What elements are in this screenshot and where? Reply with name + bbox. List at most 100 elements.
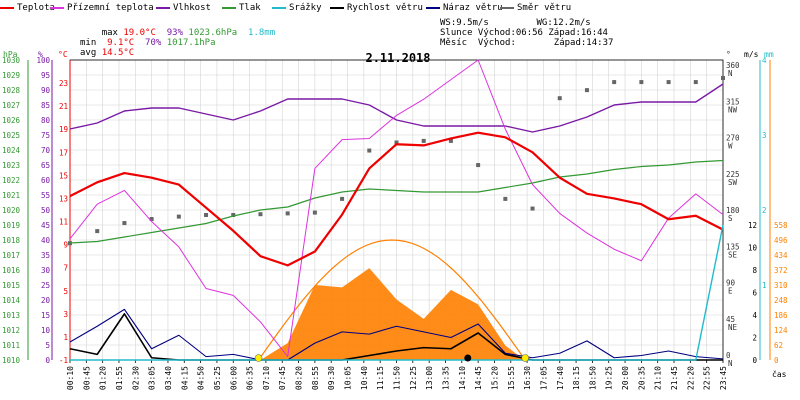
temperature-tick-label: 9 [63,241,68,250]
rain-line [70,224,724,361]
x-tick-label: 03:05 [148,366,157,390]
solar-tick-label: 124 [774,326,788,335]
wind-sun-block: WS:9.5m/s WG:12.2m/s Slunce Východ:06:56… [440,18,613,48]
stats-block: max 19.0°C 93% 1023.6hPa 1.8mm min 9.1°C… [80,18,275,68]
humidity-tick-label: 95 [41,71,50,80]
humidity-tick-label: 45 [41,221,50,230]
wind-dir-point [421,138,426,143]
legend-item: Tlak [222,3,261,13]
x-tick-label: 13:35 [441,366,450,390]
x-tick-label: 17:05 [539,366,548,390]
wind-ws: WS:9.5m/s [440,18,489,28]
temperature-tick-label: 17 [59,148,68,157]
humidity-tick-label: 10 [41,326,51,335]
x-tick-label: 06:35 [246,366,255,390]
rain-tick-label: 4 [762,56,767,65]
stat-max-rain: 1.8mm [248,28,276,38]
temperature-tick-label: 3 [63,310,68,319]
pressure-tick-label: 1020 [2,206,21,215]
dir-tick-dir: NE [728,323,738,332]
dir-tick-dir: E [728,287,733,296]
legend-swatch [156,6,170,9]
moon-set: Západ:14:37 [553,38,614,48]
stat-max-temp: 19.0°C [123,28,156,38]
wind-dir-point [95,229,100,234]
wind-dir-point [530,206,535,211]
pressure-tick-label: 1021 [2,191,20,200]
x-tick-label: 00:10 [66,366,75,390]
x-tick-label: 07:45 [278,366,287,390]
humidity-tick-label: 55 [41,191,50,200]
x-tick-label: 08:55 [311,366,320,390]
x-tick-label: 14:45 [474,366,483,390]
wind-wg: WG:12.2m/s [536,18,591,28]
pressure-tick-label: 1012 [2,326,20,335]
wind-tick-label: 0 [752,356,757,365]
x-tick-label: 16:30 [523,366,532,390]
solar-tick-label: 434 [774,251,788,260]
wind-dir-point [312,210,317,215]
x-tick-label: 06:00 [229,366,238,390]
moon-rise: Měsíc Východ: [440,38,516,48]
axis-title-ms: m/s [744,50,759,59]
x-tick-label: 04:50 [197,366,206,390]
wind-tick-label: 2 [752,334,757,343]
axis-title-mm: mm [764,50,774,59]
dir-tick-deg: 180 [726,206,740,215]
dir-tick-dir: N [728,69,733,78]
x-tick-label: 02:30 [131,366,140,390]
legend-item: Směr větru [500,3,571,13]
x-tick-label: 01:20 [99,366,108,390]
wind-dir-point [258,212,263,217]
legend-label: Tlak [239,3,261,13]
solar-tick-label: 310 [774,281,788,290]
stat-min-hum: 70% [145,38,162,48]
dir-tick-deg: 360 [726,61,740,70]
sun-set: Západ:16:44 [548,28,608,38]
wind-dir-point [503,196,508,201]
wind-tick-label: 6 [752,289,757,298]
sunset-marker [521,354,529,362]
dir-tick-deg: 90 [726,279,736,288]
pressure-tick-label: 1028 [2,86,21,95]
x-tick-label: 18:15 [572,366,581,390]
x-tick-label: 10:05 [344,366,353,390]
x-tick-label: 09:30 [327,366,336,390]
wind-dir-point [367,148,372,153]
humidity-line [69,83,724,133]
wind-dir-point [122,221,127,226]
pressure-tick-label: 1030 [2,56,21,65]
humidity-tick-label: 70 [41,146,51,155]
x-tick-label: 07:10 [262,366,271,390]
dir-tick-deg: 225 [726,170,740,179]
pressure-tick-label: 1015 [2,281,20,290]
dir-tick-dir: SW [728,178,738,187]
legend-swatch [272,6,286,9]
solar-tick-label: 186 [774,311,788,320]
pressure-tick-label: 1022 [2,176,20,185]
wind-dir-point [394,140,399,145]
rain-tick-label: 3 [762,131,767,140]
axis-title-hpa: hPa [3,50,18,59]
x-tick-label: 22:55 [703,366,712,390]
wind-dir-point [639,80,644,85]
legend-item: Přízemní teplota [50,3,154,13]
pressure-tick-label: 1027 [2,101,20,110]
wind-dir-point [612,80,617,85]
x-tick-label: 17:40 [556,366,565,390]
wind-dir-point [666,80,671,85]
stat-max-label: max [101,28,118,38]
solar-tick-label: 558 [774,221,788,230]
pressure-tick-label: 1026 [2,116,21,125]
temperature-tick-label: 11 [59,218,68,227]
humidity-tick-label: 90 [41,86,51,95]
dir-tick-deg: 315 [726,97,740,106]
humidity-tick-label: 0 [45,356,50,365]
humidity-tick-label: 85 [41,101,50,110]
legend-label: Směr větru [517,3,572,13]
stat-avg-label: avg [80,48,97,58]
solar-tick-label: 372 [774,266,788,275]
dir-tick-dir: SE [728,250,738,259]
legend-item: Náraz větru [426,3,503,13]
